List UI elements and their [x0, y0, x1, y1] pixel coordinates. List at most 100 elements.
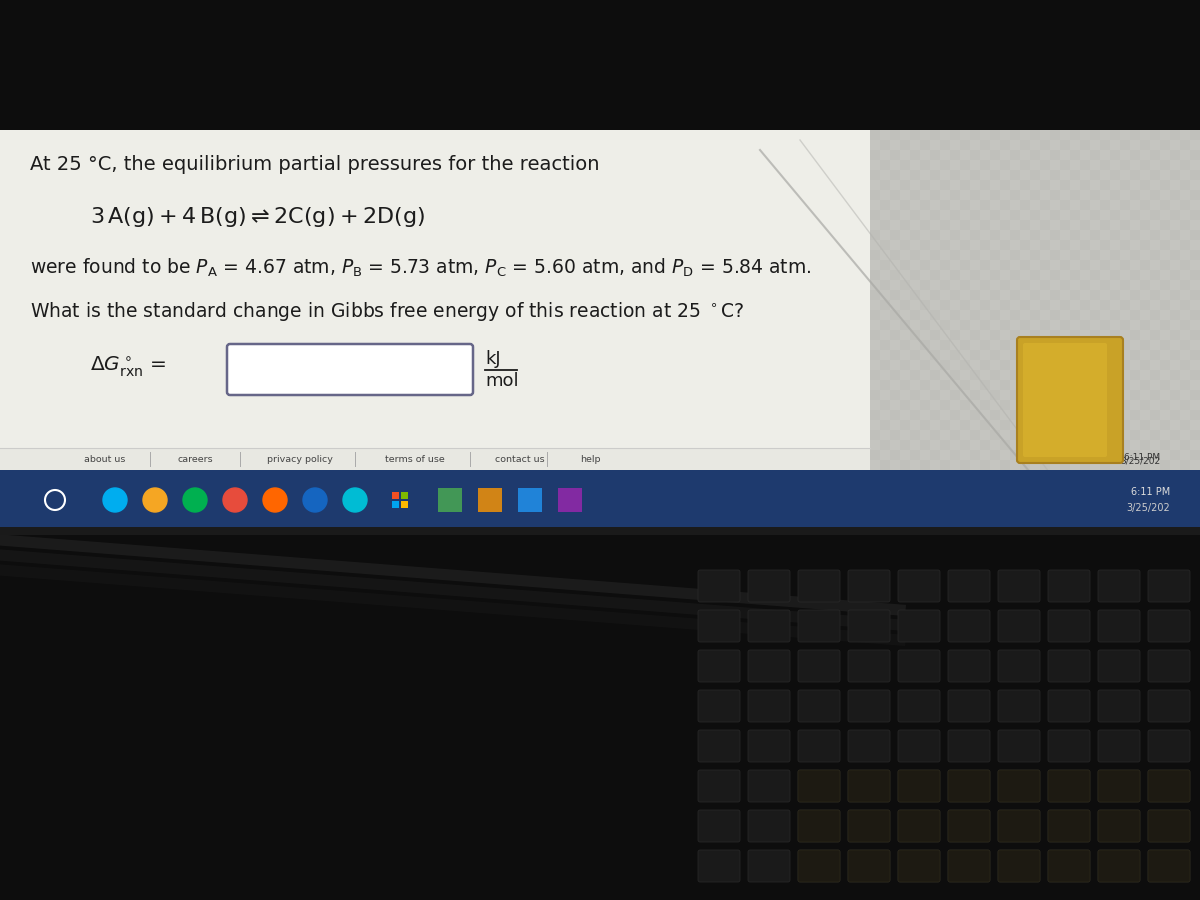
Bar	[1080, 400, 1090, 410]
FancyBboxPatch shape	[1098, 810, 1140, 842]
Bar	[1080, 280, 1090, 290]
Bar	[1120, 260, 1130, 270]
Bar	[940, 340, 950, 350]
Bar	[1050, 370, 1060, 380]
Bar	[1150, 530, 1160, 540]
Bar	[890, 470, 900, 480]
Bar	[900, 500, 910, 510]
Bar	[980, 220, 990, 230]
Bar	[1060, 580, 1070, 590]
Bar	[1020, 140, 1030, 150]
Bar	[1120, 380, 1130, 390]
Bar	[1180, 240, 1190, 250]
Bar	[1060, 300, 1070, 310]
Bar	[0, 527, 1200, 535]
Bar	[870, 250, 880, 260]
Bar	[1090, 250, 1100, 260]
Bar	[910, 410, 920, 420]
Bar	[1130, 490, 1140, 500]
Bar	[1130, 570, 1140, 580]
Bar	[980, 280, 990, 290]
Bar	[1080, 500, 1090, 510]
Bar	[1080, 180, 1090, 190]
Bar	[940, 600, 950, 610]
Bar	[910, 170, 920, 180]
Bar	[1100, 580, 1110, 590]
Bar	[900, 440, 910, 450]
Bar	[1160, 240, 1170, 250]
Text: What is the standard change in Gibbs free energy of this reaction at 25 $^\circ$: What is the standard change in Gibbs fre…	[30, 300, 744, 323]
Bar	[990, 570, 1000, 580]
Bar	[990, 330, 1000, 340]
Bar	[890, 230, 900, 240]
Bar	[1010, 570, 1020, 580]
Bar	[1150, 430, 1160, 440]
Bar	[1130, 410, 1140, 420]
FancyBboxPatch shape	[848, 770, 890, 802]
Bar	[930, 310, 940, 320]
FancyBboxPatch shape	[898, 770, 940, 802]
Bar	[900, 340, 910, 350]
Bar	[880, 480, 890, 490]
Bar	[930, 270, 940, 280]
Bar	[1060, 340, 1070, 350]
Bar	[1180, 220, 1190, 230]
Bar	[1140, 560, 1150, 570]
Bar	[1190, 370, 1200, 380]
Bar	[880, 260, 890, 270]
Bar	[1190, 270, 1200, 280]
Bar	[930, 150, 940, 160]
FancyBboxPatch shape	[1048, 770, 1090, 802]
Bar	[1190, 490, 1200, 500]
Bar	[1130, 510, 1140, 520]
Bar	[1120, 580, 1130, 590]
FancyBboxPatch shape	[848, 770, 890, 802]
Bar	[870, 310, 880, 320]
Bar	[930, 350, 940, 360]
Bar	[880, 400, 890, 410]
Bar	[950, 450, 960, 460]
Bar	[880, 520, 890, 530]
Bar	[1130, 330, 1140, 340]
Bar	[930, 290, 940, 300]
Bar	[970, 570, 980, 580]
FancyBboxPatch shape	[848, 810, 890, 842]
Bar	[1110, 330, 1120, 340]
Bar	[950, 250, 960, 260]
Bar	[930, 250, 940, 260]
Bar	[1040, 440, 1050, 450]
Bar	[1100, 540, 1110, 550]
Bar	[1030, 370, 1040, 380]
Bar	[900, 200, 910, 210]
FancyBboxPatch shape	[1048, 850, 1090, 882]
Bar	[960, 260, 970, 270]
Bar	[1150, 510, 1160, 520]
Bar	[900, 540, 910, 550]
Bar	[1190, 170, 1200, 180]
Bar	[1010, 310, 1020, 320]
Bar	[1160, 500, 1170, 510]
Bar	[1180, 300, 1190, 310]
FancyBboxPatch shape	[798, 730, 840, 762]
Bar	[1130, 350, 1140, 360]
Bar	[1070, 510, 1080, 520]
Bar	[1100, 440, 1110, 450]
Bar	[940, 200, 950, 210]
Bar	[940, 400, 950, 410]
Bar	[1050, 230, 1060, 240]
Bar	[1110, 230, 1120, 240]
Bar	[930, 210, 940, 220]
Bar	[1070, 330, 1080, 340]
Bar	[990, 130, 1000, 140]
Bar	[1120, 420, 1130, 430]
Bar	[1180, 260, 1190, 270]
FancyBboxPatch shape	[998, 610, 1040, 642]
Bar	[1050, 590, 1060, 600]
Bar	[1080, 540, 1090, 550]
Bar	[1070, 410, 1080, 420]
Bar	[880, 300, 890, 310]
Bar	[880, 500, 890, 510]
Bar	[900, 240, 910, 250]
Bar	[1000, 440, 1010, 450]
Bar	[1150, 550, 1160, 560]
